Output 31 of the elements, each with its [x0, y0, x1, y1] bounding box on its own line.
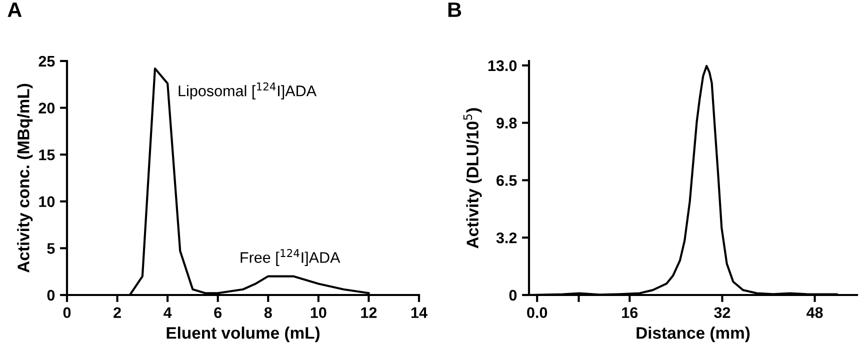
y-tick-label: 25 — [38, 56, 55, 67]
y-axis-title: Activity conc. (MBq/mL) — [17, 84, 33, 272]
x-tick-label: 10 — [310, 307, 326, 318]
x-axis-title: Distance (mm) — [636, 326, 750, 342]
chart-title: A — [8, 2, 22, 17]
y-tick-label: 15 — [39, 150, 55, 160]
x-tick-label: 48 — [806, 307, 823, 318]
x-tick-label: 8 — [264, 307, 272, 318]
annotation: Free [$^{124}$I]ADA — [240, 249, 340, 266]
chart-title: B — [448, 2, 462, 17]
y-tick-label: 9.8 — [496, 118, 517, 128]
y-tick-label: 3.2 — [496, 232, 517, 244]
y-tick-label: 0 — [509, 290, 517, 301]
y-tick-label: 5 — [47, 243, 55, 254]
annotation: Liposomal [$^{124}$I]ADA — [178, 82, 317, 100]
y-tick-label: 13.0 — [488, 60, 517, 72]
x-tick-label: 14 — [411, 307, 428, 318]
x-tick-label: 6 — [214, 307, 222, 318]
y-axis-title: Activity (DLU/10$^{5}$) — [463, 108, 482, 248]
x-tick-label: 0 — [63, 307, 71, 318]
x-tick-label: 2 — [114, 307, 121, 318]
x-tick-label: 32 — [714, 307, 730, 318]
x-tick-label: 16 — [622, 307, 638, 318]
y-tick-label: 20 — [38, 102, 55, 114]
x-tick-label: 0.0 — [527, 307, 548, 318]
y-tick-label: 10 — [39, 196, 55, 208]
y-tick-label: 0 — [47, 290, 55, 301]
y-tick-label: 6.5 — [496, 175, 517, 186]
x-tick-label: 4 — [164, 307, 172, 318]
x-axis-title: Eluent volume (mL) — [166, 326, 320, 342]
x-tick-label: 12 — [361, 307, 377, 318]
